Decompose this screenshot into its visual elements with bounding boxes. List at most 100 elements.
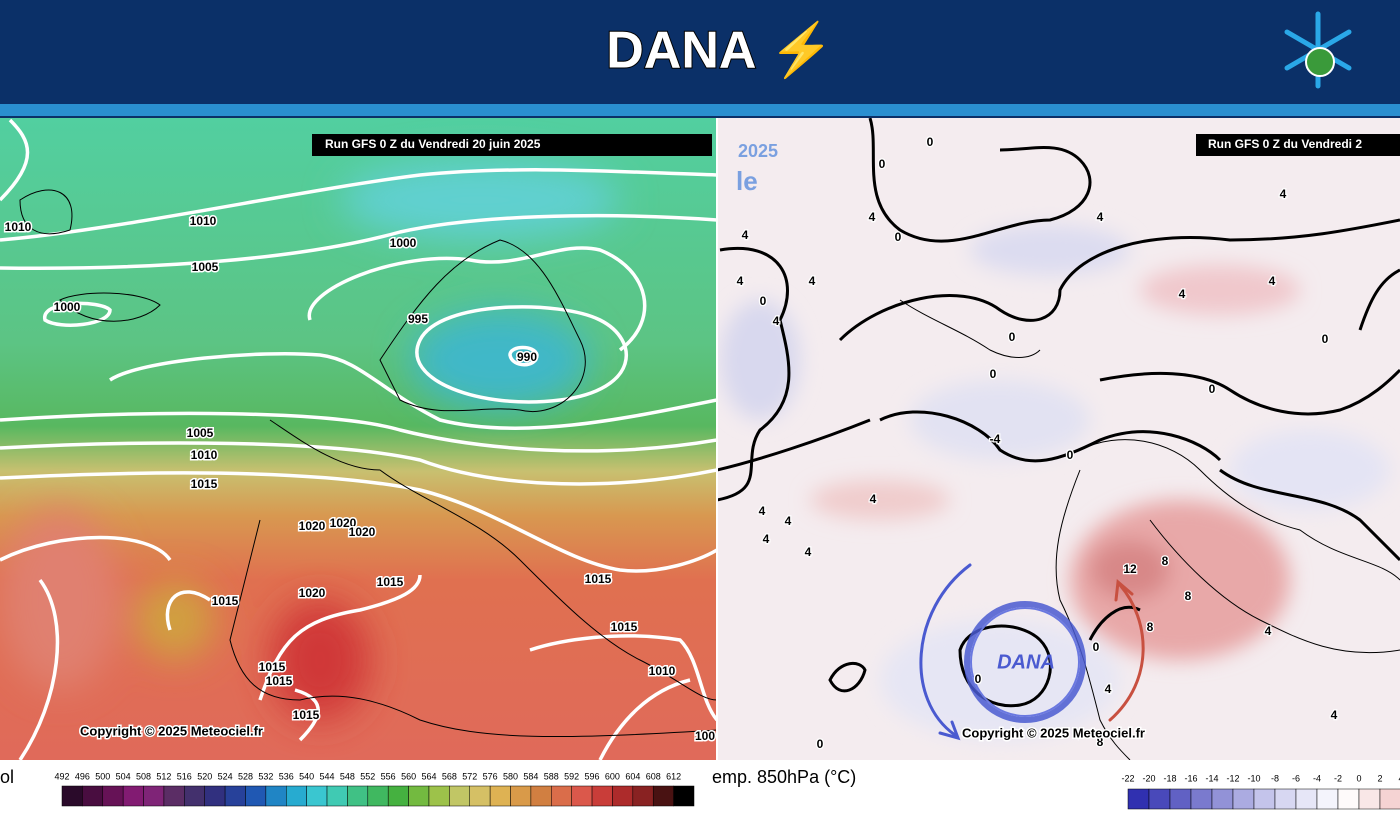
- isotherm-label: 4: [1269, 274, 1276, 288]
- isotherm-label: 4: [1105, 682, 1112, 696]
- isobar-label: 1005: [187, 426, 214, 440]
- legend-swatch: [652, 785, 674, 807]
- legend-tick: 552: [360, 771, 375, 781]
- legend-tick: 2: [1377, 773, 1382, 783]
- legend-tick: 516: [177, 771, 192, 781]
- isotherm-label: 0: [895, 230, 902, 244]
- legend-tick: 492: [54, 771, 69, 781]
- isotherm-label: 4: [737, 274, 744, 288]
- isotherm-label: 4: [1097, 210, 1104, 224]
- legend-tick: -10: [1247, 773, 1260, 783]
- legend-swatch: [367, 785, 389, 807]
- legend-tick: 596: [585, 771, 600, 781]
- isobar-label: 995: [408, 312, 428, 326]
- isotherm-label: 4: [809, 274, 816, 288]
- legend-swatch: [408, 785, 430, 807]
- legend-swatch: [1127, 788, 1150, 810]
- isotherm-label: 4: [1265, 624, 1272, 638]
- legend-tick: 0: [1356, 773, 1361, 783]
- legend-tick: 536: [279, 771, 294, 781]
- legend-tick: 496: [75, 771, 90, 781]
- legend-tick: 608: [646, 771, 661, 781]
- legend-swatch: [571, 785, 593, 807]
- isotherm-label: 0: [1209, 382, 1216, 396]
- isotherm-label: -4: [990, 432, 1001, 446]
- legend-swatch: [306, 785, 328, 807]
- isotherm-label: 0: [975, 672, 982, 686]
- legend-swatch: [1211, 788, 1234, 810]
- legend-caption: emp. 850hPa (°C): [712, 767, 856, 787]
- legend-tick: 544: [320, 771, 335, 781]
- legend-swatch: [122, 785, 144, 807]
- legend-swatch: [1148, 788, 1171, 810]
- legend-tick: -20: [1142, 773, 1155, 783]
- isotherm-label: 4: [759, 504, 766, 518]
- legend-swatch: [61, 785, 83, 807]
- legend-swatch: [387, 785, 409, 807]
- isobar-label: 100: [695, 729, 715, 743]
- isotherm-label: 4: [742, 228, 749, 242]
- watermark: 2025: [738, 141, 778, 161]
- isotherm-label: 4: [869, 210, 876, 224]
- legend-swatch: [1253, 788, 1276, 810]
- legend-tick: -12: [1226, 773, 1239, 783]
- watermark: le: [736, 166, 758, 196]
- isotherm-label: 0: [1067, 448, 1074, 462]
- legend-tick: 556: [381, 771, 396, 781]
- isotherm-label: 4: [870, 492, 877, 506]
- legend-swatch: [245, 785, 267, 807]
- legend-swatch: [326, 785, 348, 807]
- isotherm-label: 0: [1093, 640, 1100, 654]
- isobar-label: 1020: [349, 525, 376, 539]
- isotherm-label: 0: [1322, 332, 1329, 346]
- isobar-label: 1015: [266, 674, 293, 688]
- logo: [1284, 11, 1352, 89]
- legend-tick: 548: [340, 771, 355, 781]
- isobar-label: 1015: [259, 660, 286, 674]
- isobar-label: 1020: [330, 516, 357, 530]
- legend-tick: -22: [1121, 773, 1134, 783]
- run-box: [1196, 134, 1400, 156]
- legend-tick: -8: [1271, 773, 1279, 783]
- run-text: Run GFS 0 Z du Vendredi 2: [1208, 137, 1362, 151]
- legend-swatch: [347, 785, 369, 807]
- isotherm-label: 4: [1179, 287, 1186, 301]
- isobar-label: 1010: [191, 448, 218, 462]
- isotherm-label: 4: [773, 314, 780, 328]
- legend-swatch: [673, 785, 695, 807]
- legend-swatch: [1316, 788, 1339, 810]
- isotherm-label: 4: [785, 514, 792, 528]
- legend-tick: 600: [605, 771, 620, 781]
- isotherm-label: 0: [817, 737, 824, 751]
- legend-swatch: [612, 785, 634, 807]
- legend-tick: 560: [401, 771, 416, 781]
- legend-swatch: [632, 785, 654, 807]
- isobar-label: 1015: [377, 575, 404, 589]
- legend-swatch: [1337, 788, 1360, 810]
- header-line: [0, 116, 1400, 118]
- run-text: Run GFS 0 Z du Vendredi 20 juin 2025: [325, 137, 541, 151]
- isotherm-label: 0: [990, 367, 997, 381]
- legend-tick: -18: [1163, 773, 1176, 783]
- legend-swatch: [143, 785, 165, 807]
- legend-swatch: [449, 785, 470, 807]
- legend-tick: 592: [564, 771, 579, 781]
- legend-tick: -14: [1205, 773, 1218, 783]
- legend-tick: -6: [1292, 773, 1300, 783]
- legend-swatch: [204, 785, 226, 807]
- legend-tick: 584: [523, 771, 538, 781]
- isobar-label: 1010: [5, 220, 32, 234]
- annotation: DANA: [997, 651, 1055, 673]
- isotherm-label: 0: [927, 135, 934, 149]
- isotherm-label: 0: [879, 157, 886, 171]
- legend-tick: 568: [442, 771, 457, 781]
- copyright: Copyright © 2025 Meteociel.fr: [962, 725, 1145, 740]
- legend-caption: ol: [0, 767, 14, 787]
- isobar-label: 1015: [191, 477, 218, 491]
- legend-swatch: [1358, 788, 1381, 810]
- legend-tick: 512: [156, 771, 171, 781]
- legend-swatch: [1232, 788, 1255, 810]
- legend-tick: -4: [1313, 773, 1321, 783]
- legend-swatch: [265, 785, 287, 807]
